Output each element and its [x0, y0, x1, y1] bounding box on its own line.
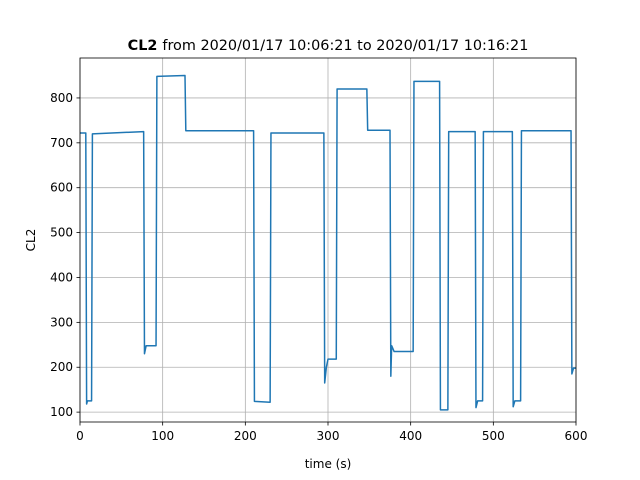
y-tick-label: 700: [50, 136, 73, 150]
y-tick-label: 500: [50, 226, 73, 240]
x-tick-label: 500: [482, 429, 505, 443]
y-tick-label: 300: [50, 315, 73, 329]
y-axis-label: CL2: [24, 229, 38, 252]
y-tick-label: 400: [50, 270, 73, 284]
chart-title: CL2 from 2020/01/17 10:06:21 to 2020/01/1…: [128, 38, 529, 54]
x-tick-label: 400: [399, 429, 422, 443]
y-tick-label: 800: [50, 91, 73, 105]
x-tick-label: 200: [234, 429, 257, 443]
x-tick-label: 300: [317, 429, 340, 443]
x-tick-label: 0: [76, 429, 84, 443]
x-tick-label: 100: [151, 429, 174, 443]
y-tick-label: 600: [50, 181, 73, 195]
x-tick-label: 600: [565, 429, 588, 443]
plot-area: 0 100 200 300 400 500 600100200300400500600700…: [50, 57, 588, 443]
title-variable: CL2: [128, 38, 158, 54]
x-axis-label: time (s): [305, 457, 352, 471]
data-line: [80, 74, 576, 411]
y-tick-label: 200: [50, 360, 73, 374]
axes-frame: [79, 57, 577, 423]
title-range: from 2020/01/17 10:06:21 to 2020/01/17 1…: [162, 38, 528, 54]
y-tick-label: 100: [50, 405, 73, 419]
